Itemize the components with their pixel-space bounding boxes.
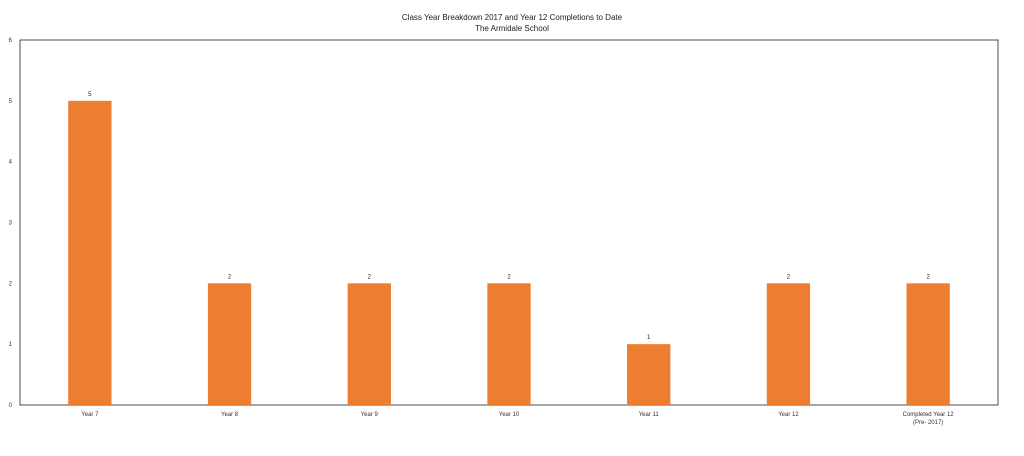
- x-category-label-line: (Pre- 2017): [913, 420, 943, 426]
- bar: [207, 283, 252, 405]
- data-label: 2: [787, 274, 791, 280]
- x-category-label-line: Year 10: [499, 412, 520, 418]
- y-tick-label: 6: [9, 38, 13, 44]
- y-tick-label: 3: [9, 221, 13, 227]
- y-tick-label: 2: [9, 281, 13, 287]
- x-category-label-line: Year 12: [778, 412, 799, 418]
- chart-title-block: Class Year Breakdown 2017 and Year 12 Co…: [0, 12, 1024, 34]
- chart-title: Class Year Breakdown 2017 and Year 12 Co…: [401, 13, 623, 22]
- bar: [906, 283, 950, 405]
- x-category-label-line: Year 11: [639, 412, 660, 418]
- data-label: 1: [647, 335, 651, 341]
- y-tick-label: 1: [9, 342, 13, 348]
- bar: [627, 344, 671, 405]
- chart-subtitle: The Armidale School: [475, 24, 549, 33]
- data-label: 5: [88, 92, 92, 98]
- data-label: 2: [228, 274, 232, 280]
- bar: [68, 100, 112, 405]
- data-label: 2: [507, 274, 511, 280]
- bar: [487, 283, 531, 405]
- x-category-label-line: Year 7: [81, 412, 99, 418]
- bar: [766, 283, 811, 405]
- x-category-label: Year 10: [499, 412, 520, 418]
- data-label: 2: [368, 274, 372, 280]
- y-tick-label: 4: [9, 160, 13, 166]
- x-category-label: Completed Year 12 (Pre- 2017): [903, 412, 955, 426]
- x-category-label-line: Year 8: [221, 412, 239, 418]
- x-category-label: Year 7: [81, 412, 99, 418]
- bar: [347, 283, 391, 405]
- y-tick-label: 0: [9, 403, 13, 409]
- x-category-label: Year 11: [639, 412, 660, 418]
- x-category-label-line: Completed Year 12: [903, 412, 955, 418]
- x-category-label: Year 12: [778, 412, 799, 418]
- x-category-label: Year 9: [361, 412, 379, 418]
- y-tick-label: 5: [9, 99, 13, 105]
- x-category-label: Year 8: [221, 412, 239, 418]
- x-category-label-line: Year 9: [361, 412, 379, 418]
- data-label: 2: [926, 274, 930, 280]
